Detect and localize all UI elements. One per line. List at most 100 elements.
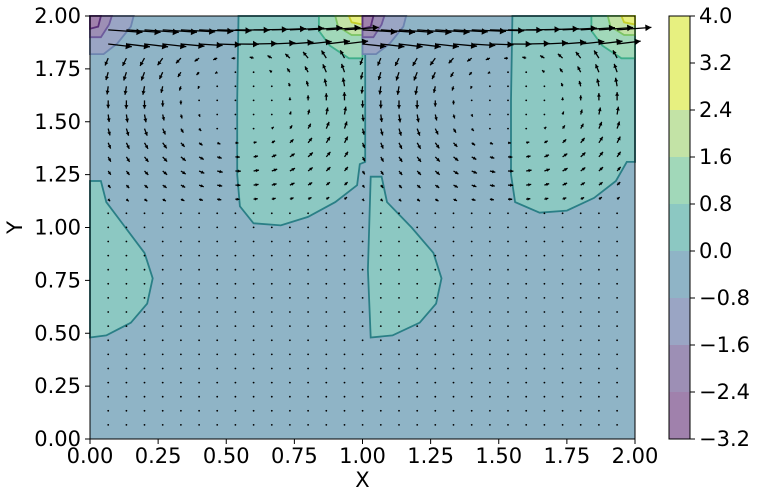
quiver-arrowhead	[598, 197, 602, 200]
quiver-dot	[107, 424, 110, 426]
quiver-dot	[180, 282, 182, 285]
quiver-dot	[489, 409, 491, 412]
quiver-dot	[161, 297, 164, 299]
quiver-dot	[470, 325, 473, 327]
quiver-arrowhead	[398, 184, 402, 189]
quiver-arrowhead	[471, 142, 476, 146]
quiver-dot	[307, 226, 309, 229]
quiver-dot	[143, 409, 146, 412]
quiver-dot	[489, 85, 491, 88]
quiver-arrowhead	[324, 93, 329, 97]
quiver-dot	[507, 339, 509, 342]
quiver-arrowhead	[435, 144, 440, 149]
quiver-dot	[216, 339, 219, 342]
quiver-arrowhead	[615, 92, 620, 96]
quiver-dot	[307, 240, 309, 243]
quiver-dot	[416, 381, 419, 384]
quiver-arrowhead	[123, 90, 128, 95]
quiver-arrowhead	[213, 57, 217, 61]
quiver-dot	[579, 381, 582, 384]
quiver-dot	[525, 297, 528, 299]
quiver-dot	[161, 367, 164, 370]
quiver-arrowhead	[436, 171, 440, 175]
quiver-dot	[561, 381, 564, 384]
quiver-dot	[452, 311, 455, 313]
quiver-dot	[289, 282, 291, 285]
quiver-arrowhead	[107, 144, 111, 149]
quiver-dot	[507, 226, 509, 229]
quiver-arrowhead	[269, 70, 273, 73]
quiver-dot	[379, 353, 382, 356]
quiver-dot	[125, 226, 128, 229]
quiver-dot	[416, 395, 419, 398]
quiver-dot	[398, 268, 400, 271]
quiver-arrowhead	[144, 184, 148, 188]
colorbar-band	[669, 251, 690, 298]
quiver-arrowhead	[527, 155, 531, 159]
quiver-dot	[416, 240, 419, 243]
quiver-dot	[616, 240, 618, 243]
quiver-dot	[289, 240, 291, 243]
quiver-arrowhead	[557, 53, 562, 58]
quiver-dot	[125, 212, 128, 215]
quiver-dot	[525, 311, 528, 313]
quiver-dot	[452, 339, 455, 342]
quiver-arrowhead	[325, 107, 329, 112]
quiver-dot	[125, 254, 128, 257]
quiver-dot	[398, 297, 400, 299]
quiver-dot	[325, 395, 328, 398]
quiver-dot	[507, 367, 509, 370]
quiver-dot	[561, 409, 564, 412]
quiver-arrowhead	[271, 140, 275, 144]
quiver-arrowhead	[510, 183, 514, 187]
quiver-dot	[379, 395, 382, 398]
quiver-arrowhead	[448, 59, 453, 64]
quiver-dot	[416, 282, 419, 285]
quiver-dot	[379, 240, 382, 243]
quiver-arrowhead	[285, 53, 289, 58]
quiver-dot	[416, 325, 419, 327]
quiver-arrowhead	[563, 153, 568, 157]
quiver-dot	[398, 339, 400, 342]
quiver-dot	[398, 254, 400, 257]
quiver-arrowhead	[106, 104, 111, 109]
quiver-arrowhead	[380, 158, 384, 162]
quiver-dot	[216, 424, 219, 426]
quiver-dot	[234, 325, 237, 327]
quiver-dot	[489, 254, 491, 257]
quiver-arrowhead	[160, 89, 164, 93]
quiver-dot	[561, 268, 564, 271]
quiver-arrowhead	[399, 171, 403, 175]
quiver-dot	[561, 226, 564, 229]
quiver-arrowhead	[163, 144, 167, 149]
quiver-dot	[343, 212, 346, 215]
quiver-dot	[161, 353, 164, 356]
quiver-dot	[434, 254, 437, 257]
quiver-arrowhead	[398, 131, 402, 136]
quiver-arrowhead	[372, 24, 379, 32]
x-tick-label: 0.50	[203, 444, 250, 468]
quiver-arrowhead	[490, 141, 493, 145]
quiver-arrowhead	[377, 61, 381, 66]
quiver-arrowhead	[163, 157, 168, 162]
quiver-dot	[234, 282, 237, 285]
quiver-dot	[289, 226, 291, 229]
quiver-dot	[379, 212, 382, 215]
quiver-dot	[234, 254, 237, 257]
quiver-arrowhead	[273, 168, 278, 172]
quiver-dot	[143, 395, 146, 398]
quiver-dot	[198, 282, 201, 285]
quiver-arrowhead	[616, 197, 620, 200]
quiver-dot	[252, 254, 255, 257]
quiver-dot	[198, 381, 201, 384]
quiver-arrowhead	[291, 168, 295, 172]
quiver-dot	[234, 71, 237, 74]
quiver-arrowhead	[490, 197, 494, 201]
quiver-arrowhead	[362, 171, 365, 175]
quiver-dot	[598, 325, 600, 327]
quiver-dot	[270, 268, 273, 271]
quiver-dot	[507, 127, 509, 130]
quiver-dot	[489, 99, 491, 102]
quiver-dot	[489, 226, 491, 229]
quiver-dot	[234, 409, 237, 412]
